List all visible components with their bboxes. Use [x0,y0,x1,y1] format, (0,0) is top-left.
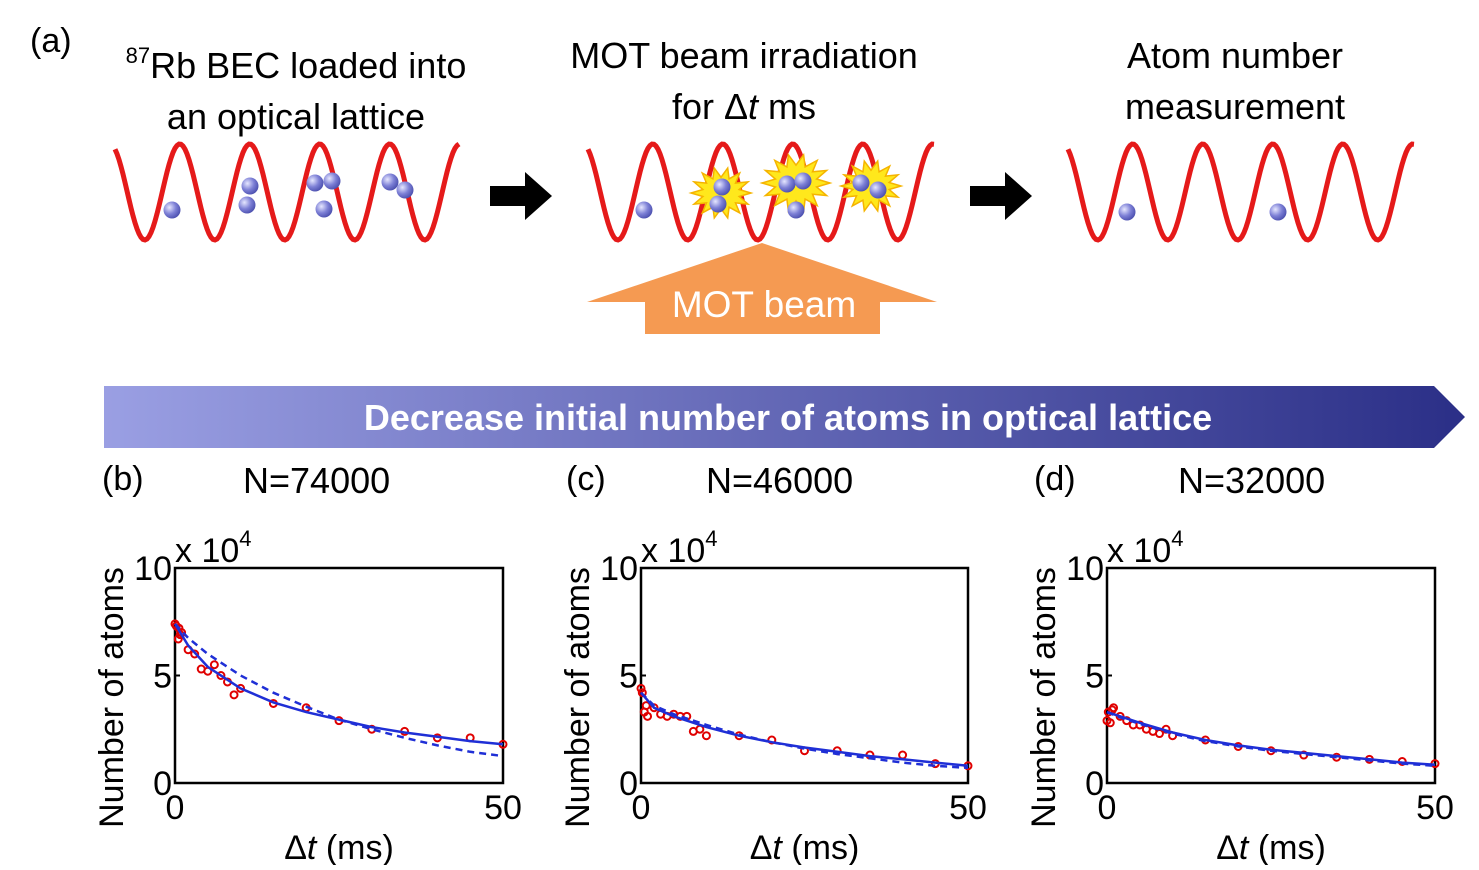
arrow-right-icon [970,172,1032,220]
step3-label: Atom number measurement [1035,30,1435,132]
y-tick-label: 5 [153,658,172,696]
step3-line2: measurement [1124,86,1346,127]
panel-letter: (b) [102,460,144,498]
fit-line-dashed [174,623,504,758]
atom-icon [163,201,181,219]
y-multiplier-exp: 4 [239,526,251,551]
chart-title: N=32000 [1178,460,1326,501]
data-point [767,735,777,745]
step2-line2-pre: for Δ [671,86,749,127]
data-point [898,750,908,760]
x-tick-label: 0 [1098,789,1117,827]
step1-line1: Rb BEC loaded into [150,45,467,86]
data-point [190,649,200,659]
x-tick-label: 50 [949,789,987,827]
x-axis-label: Δt (ms) [284,829,394,865]
y-tick-label: 10 [134,550,172,588]
atom-icon [396,181,414,199]
step2-label: MOT beam irradiation for Δt ms [534,30,954,132]
chart-title: N=46000 [706,460,854,501]
fit-line-solid [173,623,504,746]
data-point [643,711,653,721]
x-tick-label: 0 [632,789,651,827]
atom-icon [241,177,259,195]
x-tick-label: 50 [1416,789,1454,827]
y-multiplier: x 104 [175,526,252,570]
y-tick-label: 0 [1085,765,1104,803]
step1-line2: an optical lattice [166,96,426,137]
data-point [1154,729,1164,739]
step2-line1: MOT beam irradiation [570,35,918,76]
chart-2: 0 5 10 0 50 x 104 Number of atoms Δt (ms) [1025,526,1454,865]
atom-icon [306,174,324,192]
atoms-group [163,172,1287,221]
step2-line2-italic: t [748,86,759,127]
banner-text: Decrease initial number of atoms in opti… [364,397,1212,438]
data-point [209,660,219,670]
step1-label: 87Rb BEC loaded into an optical lattice [96,30,496,142]
data-point [636,683,646,693]
isotope-superscript: 87 [125,43,151,68]
x-axis-label: Δt (ms) [750,829,860,865]
y-tick-label: 0 [619,765,638,803]
decrease-banner-arrow [104,386,1465,448]
lattice-wave-3 [1065,141,1415,243]
atom-icon [869,181,887,199]
atom-icon [315,200,333,218]
y-multiplier: x 104 [1107,526,1184,570]
plot-frame [639,566,970,785]
x-axis-label: Δt (ms) [1216,829,1326,865]
atom-icon [713,178,731,196]
data-point [236,683,246,693]
data-point [701,731,711,741]
x-tick-label: 0 [166,789,185,827]
fit-line-solid [1106,710,1436,766]
atom-icon [323,172,341,190]
panel-a-schematic: MOT beam Decrease initial number of atom… [104,141,1465,448]
y-tick-label: 5 [1085,658,1104,696]
y-multiplier: x 104 [641,526,718,570]
panel-letter: (d) [1034,460,1076,498]
chart-1: 0 5 10 0 50 x 104 Number of atoms Δt (ms) [559,526,987,865]
y-axis-label: Number of atoms [559,567,597,828]
mot-beam-arrow [587,243,937,334]
y-tick-label: 10 [600,550,638,588]
y-multiplier-exp: 4 [1171,526,1183,551]
y-tick-label: 0 [153,765,172,803]
data-point [637,688,647,698]
atom-icon [709,195,727,213]
x-tick-label: 50 [484,789,522,827]
atom-icon [778,175,796,193]
y-tick-label: 10 [1066,550,1104,588]
data-point [641,701,651,711]
atom-icon [381,173,399,191]
chart-0: 0 5 10 0 50 x 104 Number of atoms Δt (ms) [93,526,522,865]
chart-title: N=74000 [243,460,391,501]
y-tick-label: 5 [619,658,638,696]
panel-a-letter: (a) [30,22,72,60]
atom-icon [794,172,812,190]
data-point [216,671,226,680]
fit-line-dashed [640,691,969,770]
data-point [229,690,239,700]
atom-icon [787,201,805,219]
panel-letter: (c) [566,460,606,498]
atom-icon [635,201,653,219]
step3-line1: Atom number [1126,35,1344,76]
mot-beam-label: MOT beam [672,284,856,325]
fit-line-dashed [1106,710,1436,768]
atom-icon [852,174,870,192]
y-multiplier-exp: 4 [705,526,717,551]
step2-line2-post: ms [758,86,817,127]
y-axis-label: Number of atoms [1025,567,1063,828]
data-point [1105,718,1115,728]
atom-icon [1118,203,1136,221]
atom-icon [1269,203,1287,221]
lattice-wave-1 [112,141,461,243]
data-point [1109,703,1119,713]
y-axis-label: Number of atoms [93,567,131,828]
atom-icon [238,196,256,214]
arrow-right-icon [490,172,552,220]
